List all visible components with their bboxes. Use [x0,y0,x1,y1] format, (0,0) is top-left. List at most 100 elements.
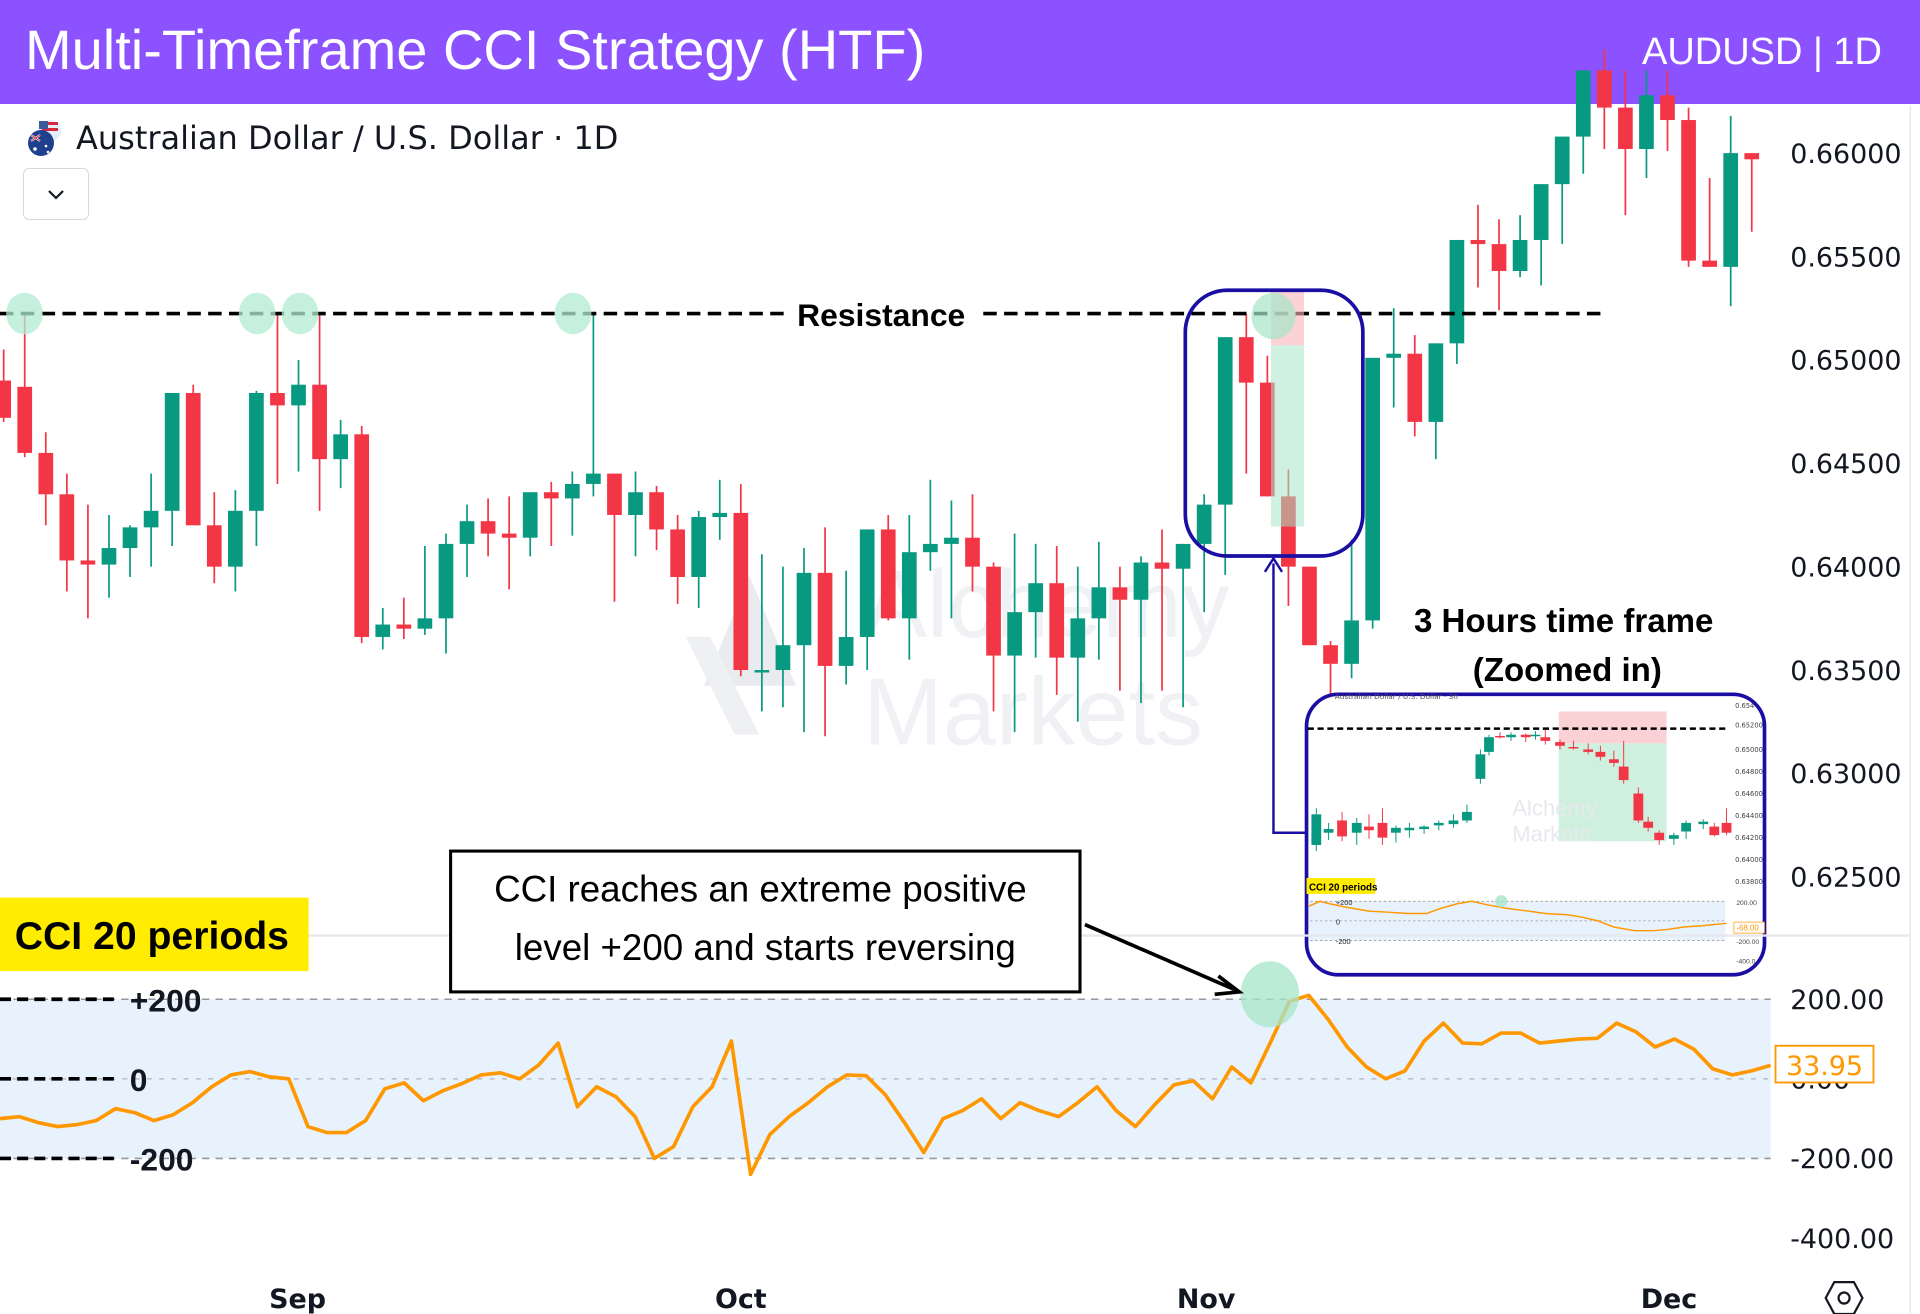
candle [1618,70,1633,216]
daily-setup-highlight-box [1183,288,1365,558]
time-axis[interactable]: Sep Oct Nov Dec [269,1284,1697,1314]
candle [291,359,306,472]
chevron-down-icon [48,190,64,200]
candle [143,473,159,567]
inset-candle [1618,766,1629,781]
candle [1407,335,1423,437]
inset-cci-tick: 200.00 [1736,900,1757,907]
candle [1681,107,1696,267]
watermark-logo: Alchemy Markets [685,552,1230,766]
cci-badge-text: CCI 20 periods [15,915,289,958]
settings-hexagon-icon[interactable] [1824,1281,1864,1314]
page-title: Multi-Timeframe CCI Strategy (HTF) [25,18,926,81]
resistance-label: Resistance [797,297,965,333]
candle [59,473,75,592]
candle [17,314,33,458]
candle [1175,543,1191,708]
inset-candle [1583,749,1594,752]
price-tick-label: 0.65500 [1790,242,1901,273]
cci-axis[interactable]: 200.000.00-200.00-400.00 [1790,985,1894,1255]
candle [101,514,117,598]
price-axis[interactable]: 0.66000 0.65500 0.65000 0.64500 0.64000 0.635… [1790,139,1901,894]
htf-title-line1: 3 Hours time frame [1414,603,1713,640]
candle [944,500,959,619]
candle [1028,543,1044,658]
candle [1744,153,1760,232]
callout-box [449,849,1082,994]
inset-candles [1311,729,1732,852]
candle [628,471,643,557]
inset-price-tick: 0.63800 [1735,878,1763,886]
candle [228,490,243,592]
cci-tick-label: 200.00 [1790,985,1884,1016]
arrow-head-icon [1214,974,1244,997]
inset-candle [1555,742,1565,746]
inset-level-plus200: +200 [1336,898,1353,907]
candle [1133,556,1149,704]
candle [1660,70,1675,152]
candle [396,597,412,640]
inset-cci-badge [1306,878,1376,894]
inset-price-tick: 0.64000 [1735,856,1763,864]
inset-candle [1530,734,1541,737]
inset-cci-line [1308,900,1727,932]
candle [38,432,54,526]
price-tick-label: 0.63500 [1790,656,1901,687]
callout-line1: CCI reaches an extreme positive [494,868,1027,909]
candle [333,419,348,489]
time-label-sep: Sep [269,1284,326,1314]
touch-marker [1251,292,1296,340]
candle [1238,314,1254,474]
inset-price-tick: 0.64200 [1735,834,1763,842]
candle [206,492,222,584]
candle [417,545,433,635]
level-label-minus200: -200 [130,1142,194,1178]
inset-3h-chart: Australian Dollar / U.S. Dollar · 3h 0.6… [1304,692,1767,977]
inset-candle [1433,822,1444,826]
candle [80,504,96,619]
candle [122,525,138,577]
candle [543,481,559,546]
inset-candle [1654,832,1665,841]
watermark-text-alchemy: Alchemy [863,552,1229,658]
cci-level-labels: +200 0 -200 [0,982,201,1178]
price-tick-label: 0.62500 [1790,863,1901,894]
candle [1386,308,1402,408]
price-tick-label: 0.66000 [1790,139,1901,170]
inset-candle [1495,735,1505,738]
touch-marker [281,292,319,335]
aud-usd-flag-icon [26,118,66,158]
candle [691,510,707,609]
inset-candle [1568,747,1579,749]
inset-candle [1608,759,1619,763]
inset-candle [1364,826,1374,831]
inset-candle [1484,737,1494,752]
inset-candle [1520,734,1531,738]
title-bar: Multi-Timeframe CCI Strategy (HTF) AUDUS… [0,0,1920,104]
candle [1554,136,1570,245]
inset-level-minus200: -200 [1336,937,1351,946]
candle [1470,204,1486,288]
inset-candle [1377,822,1388,838]
candle [607,473,622,602]
candle [1575,70,1591,174]
price-tick-label: 0.64500 [1790,449,1901,480]
candle [923,479,938,571]
candle [1491,219,1507,311]
candle [1049,545,1065,695]
candle [354,426,370,644]
candle [712,479,728,540]
inset-candle [1681,822,1692,832]
candle [733,483,749,677]
inset-candle [1404,827,1415,831]
candle [838,570,854,685]
inset-candle [1475,754,1486,779]
symbol-legend[interactable]: Australian Dollar / U.S. Dollar · 1D [26,116,618,160]
inset-level-zero: 0 [1336,918,1340,927]
legend-collapse-button[interactable] [23,168,89,220]
candle [0,349,12,422]
cci-badge [0,897,309,972]
inset-cci-tick: -200.00 [1736,939,1759,946]
candle [312,314,327,511]
